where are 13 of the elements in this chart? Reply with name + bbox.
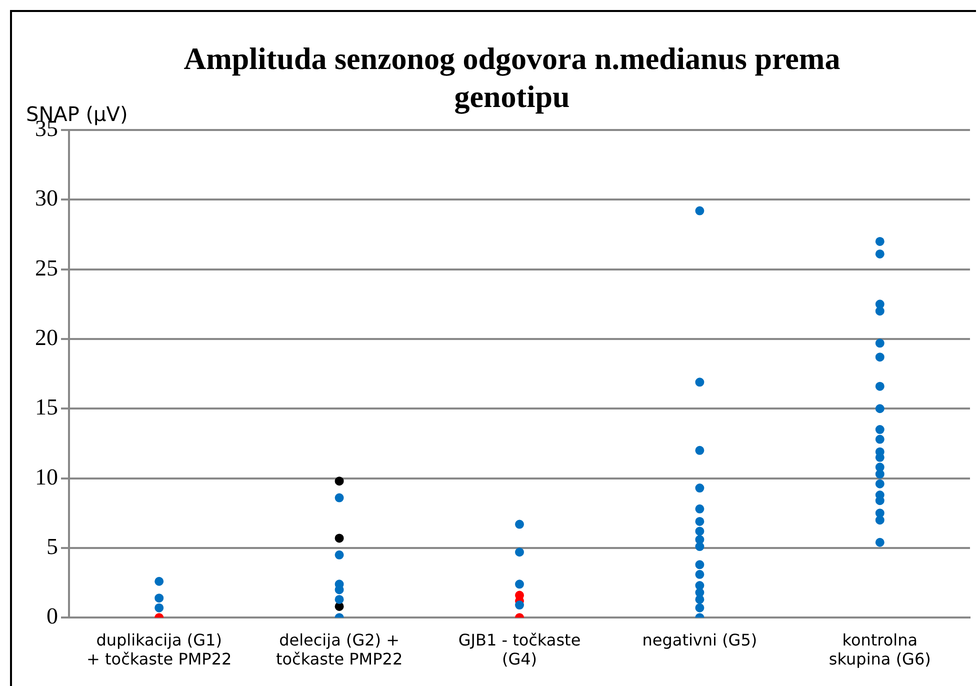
x-tick-label: negativni (G5): [642, 630, 758, 650]
y-tick-label: 15: [35, 394, 58, 420]
y-tick-label: 25: [35, 255, 58, 280]
x-tick-label: kontrolna skupina (G6): [828, 630, 931, 669]
x-tick-label: GJB1 - točkaste (G4): [458, 630, 581, 669]
y-tick-label: 5: [46, 534, 58, 559]
y-tick-label: 30: [35, 186, 58, 211]
x-tick-label: duplikacija (G1) + točkaste PMP22: [86, 630, 232, 669]
y-tick-label: 10: [35, 464, 58, 490]
x-tick-label: delecija (G2) + točkaste PMP22: [276, 630, 403, 669]
chart-title: Amplituda senzonog odgovora n.medianus prema genotipu: [182, 40, 842, 116]
y-tick-label: 0: [46, 604, 58, 629]
y-tick-label: 20: [35, 325, 58, 350]
